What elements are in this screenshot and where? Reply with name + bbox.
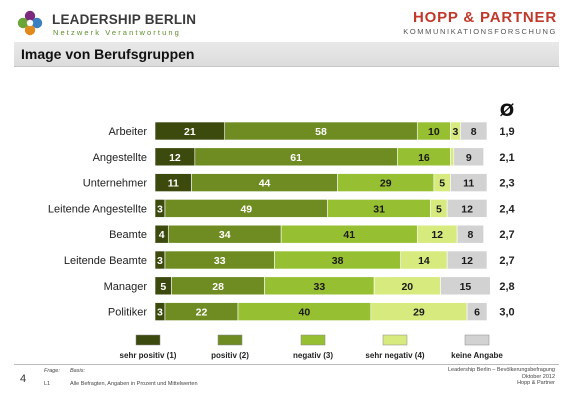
value-label: 28 <box>212 281 224 293</box>
value-label: 34 <box>219 229 231 241</box>
basis-label: Basis: <box>70 368 85 374</box>
page-title: Image von Berufsgruppen <box>21 46 195 62</box>
basis-text: Alle Befragten, Angaben in Prozent und M… <box>70 381 198 387</box>
value-label: 5 <box>160 281 166 293</box>
mean-value: 2,7 <box>499 229 514 241</box>
brand-right-subtitle: KOMMUNIKATIONSFORSCHUNG <box>403 27 557 36</box>
question-id: L1 <box>44 381 51 387</box>
legend-label: negativ (3) <box>293 351 333 360</box>
frage-label: Frage: <box>44 368 60 374</box>
category-label: Beamte <box>109 229 147 241</box>
bar-segment <box>456 224 484 244</box>
mean-value: 2,4 <box>499 203 515 215</box>
mean-value: 2,3 <box>499 178 514 190</box>
value-label: 41 <box>343 229 355 241</box>
legend-swatch <box>464 334 490 346</box>
legend-label: sehr negativ (4) <box>365 351 424 360</box>
value-label: 11 <box>168 178 179 190</box>
legend-swatch <box>300 334 326 346</box>
value-label: 12 <box>169 152 181 164</box>
category-label: Angestellte <box>93 152 147 164</box>
value-label: 29 <box>380 178 392 190</box>
value-label: 8 <box>467 229 473 241</box>
legend-swatch <box>135 334 161 346</box>
bar-segment <box>446 250 488 270</box>
source-line-2: Oktober 2012 <box>521 373 555 380</box>
value-label: 21 <box>184 126 196 138</box>
brand-left-subtitle: Netzwerk Verantwortung <box>53 28 181 37</box>
value-label: 6 <box>474 307 480 319</box>
category-label: Politiker <box>108 307 147 319</box>
value-label: 9 <box>466 152 472 164</box>
leadership-berlin-logo: LEADERSHIP BERLIN Netzwerk Verantwortung <box>16 9 206 39</box>
bar-segment <box>446 199 488 218</box>
value-label: 15 <box>460 281 472 293</box>
value-label: 3 <box>157 203 163 215</box>
value-label: 12 <box>461 203 473 215</box>
value-label: 16 <box>418 152 430 164</box>
mean-value: 2,7 <box>499 255 514 267</box>
value-label: 44 <box>259 178 271 190</box>
value-label: 3 <box>157 255 163 267</box>
mean-value: 2,8 <box>499 281 514 293</box>
source-line-1: Leadership Berlin – Bevölkerungsbefragun… <box>447 367 555 373</box>
value-label: 10 <box>428 126 440 138</box>
bar-segment <box>450 173 488 192</box>
value-label: 14 <box>418 255 430 267</box>
value-label: 33 <box>313 281 325 293</box>
value-label: 5 <box>436 203 442 215</box>
category-label: Leitende Angestellte <box>48 203 147 215</box>
value-label: 40 <box>299 307 311 319</box>
mean-value: 1,9 <box>499 126 514 138</box>
page-number: 4 <box>20 373 27 385</box>
value-label: 4 <box>159 229 165 241</box>
bar-segment <box>450 147 455 167</box>
bar-segment <box>440 276 491 296</box>
bar-segment <box>453 147 484 167</box>
value-label: 29 <box>413 307 425 319</box>
mean-value: 3,0 <box>499 307 514 319</box>
value-label: 12 <box>461 255 473 267</box>
value-label: 58 <box>315 126 327 138</box>
hopp-partner-logo: HOPP & PARTNER KOMMUNIKATIONSFORSCHUNG <box>403 9 557 36</box>
bar-segment <box>466 302 488 321</box>
footer-divider <box>14 364 559 365</box>
mean-header-label: Ø <box>500 101 514 121</box>
title-bar: Image von Berufsgruppen <box>14 42 559 67</box>
category-label: Arbeiter <box>108 126 147 138</box>
value-label: 11 <box>463 178 474 190</box>
bar-segment <box>460 121 488 141</box>
legend-swatch <box>217 334 243 346</box>
category-label: Manager <box>104 281 148 293</box>
flower-logo-icon <box>17 10 43 36</box>
value-label: 5 <box>439 178 445 190</box>
value-label: 38 <box>332 255 344 267</box>
brand-right-title: HOPP & PARTNER <box>413 9 557 26</box>
value-label: 20 <box>401 281 413 293</box>
value-label: 31 <box>373 203 385 215</box>
legend-swatch <box>382 334 408 346</box>
value-label: 33 <box>214 255 226 267</box>
value-label: 3 <box>453 126 459 138</box>
legend-label: keine Angabe <box>451 351 503 360</box>
mean-value: 2,1 <box>499 152 514 164</box>
value-label: 22 <box>196 307 208 319</box>
source-note: Leadership Berlin – Bevölkerungsbefragun… <box>448 367 555 387</box>
category-label: Leitende Beamte <box>64 255 147 267</box>
source-line-3: Hopp & Partner <box>517 380 555 386</box>
brand-left-title: LEADERSHIP BERLIN <box>52 12 197 27</box>
value-label: 12 <box>431 229 443 241</box>
category-label: Unternehmer <box>83 178 148 190</box>
legend-label: sehr positiv (1) <box>120 351 177 360</box>
value-label: 49 <box>240 203 252 215</box>
value-label: 61 <box>290 152 302 164</box>
legend-label: positiv (2) <box>211 351 249 360</box>
value-label: 8 <box>471 126 477 138</box>
value-label: 3 <box>157 307 163 319</box>
